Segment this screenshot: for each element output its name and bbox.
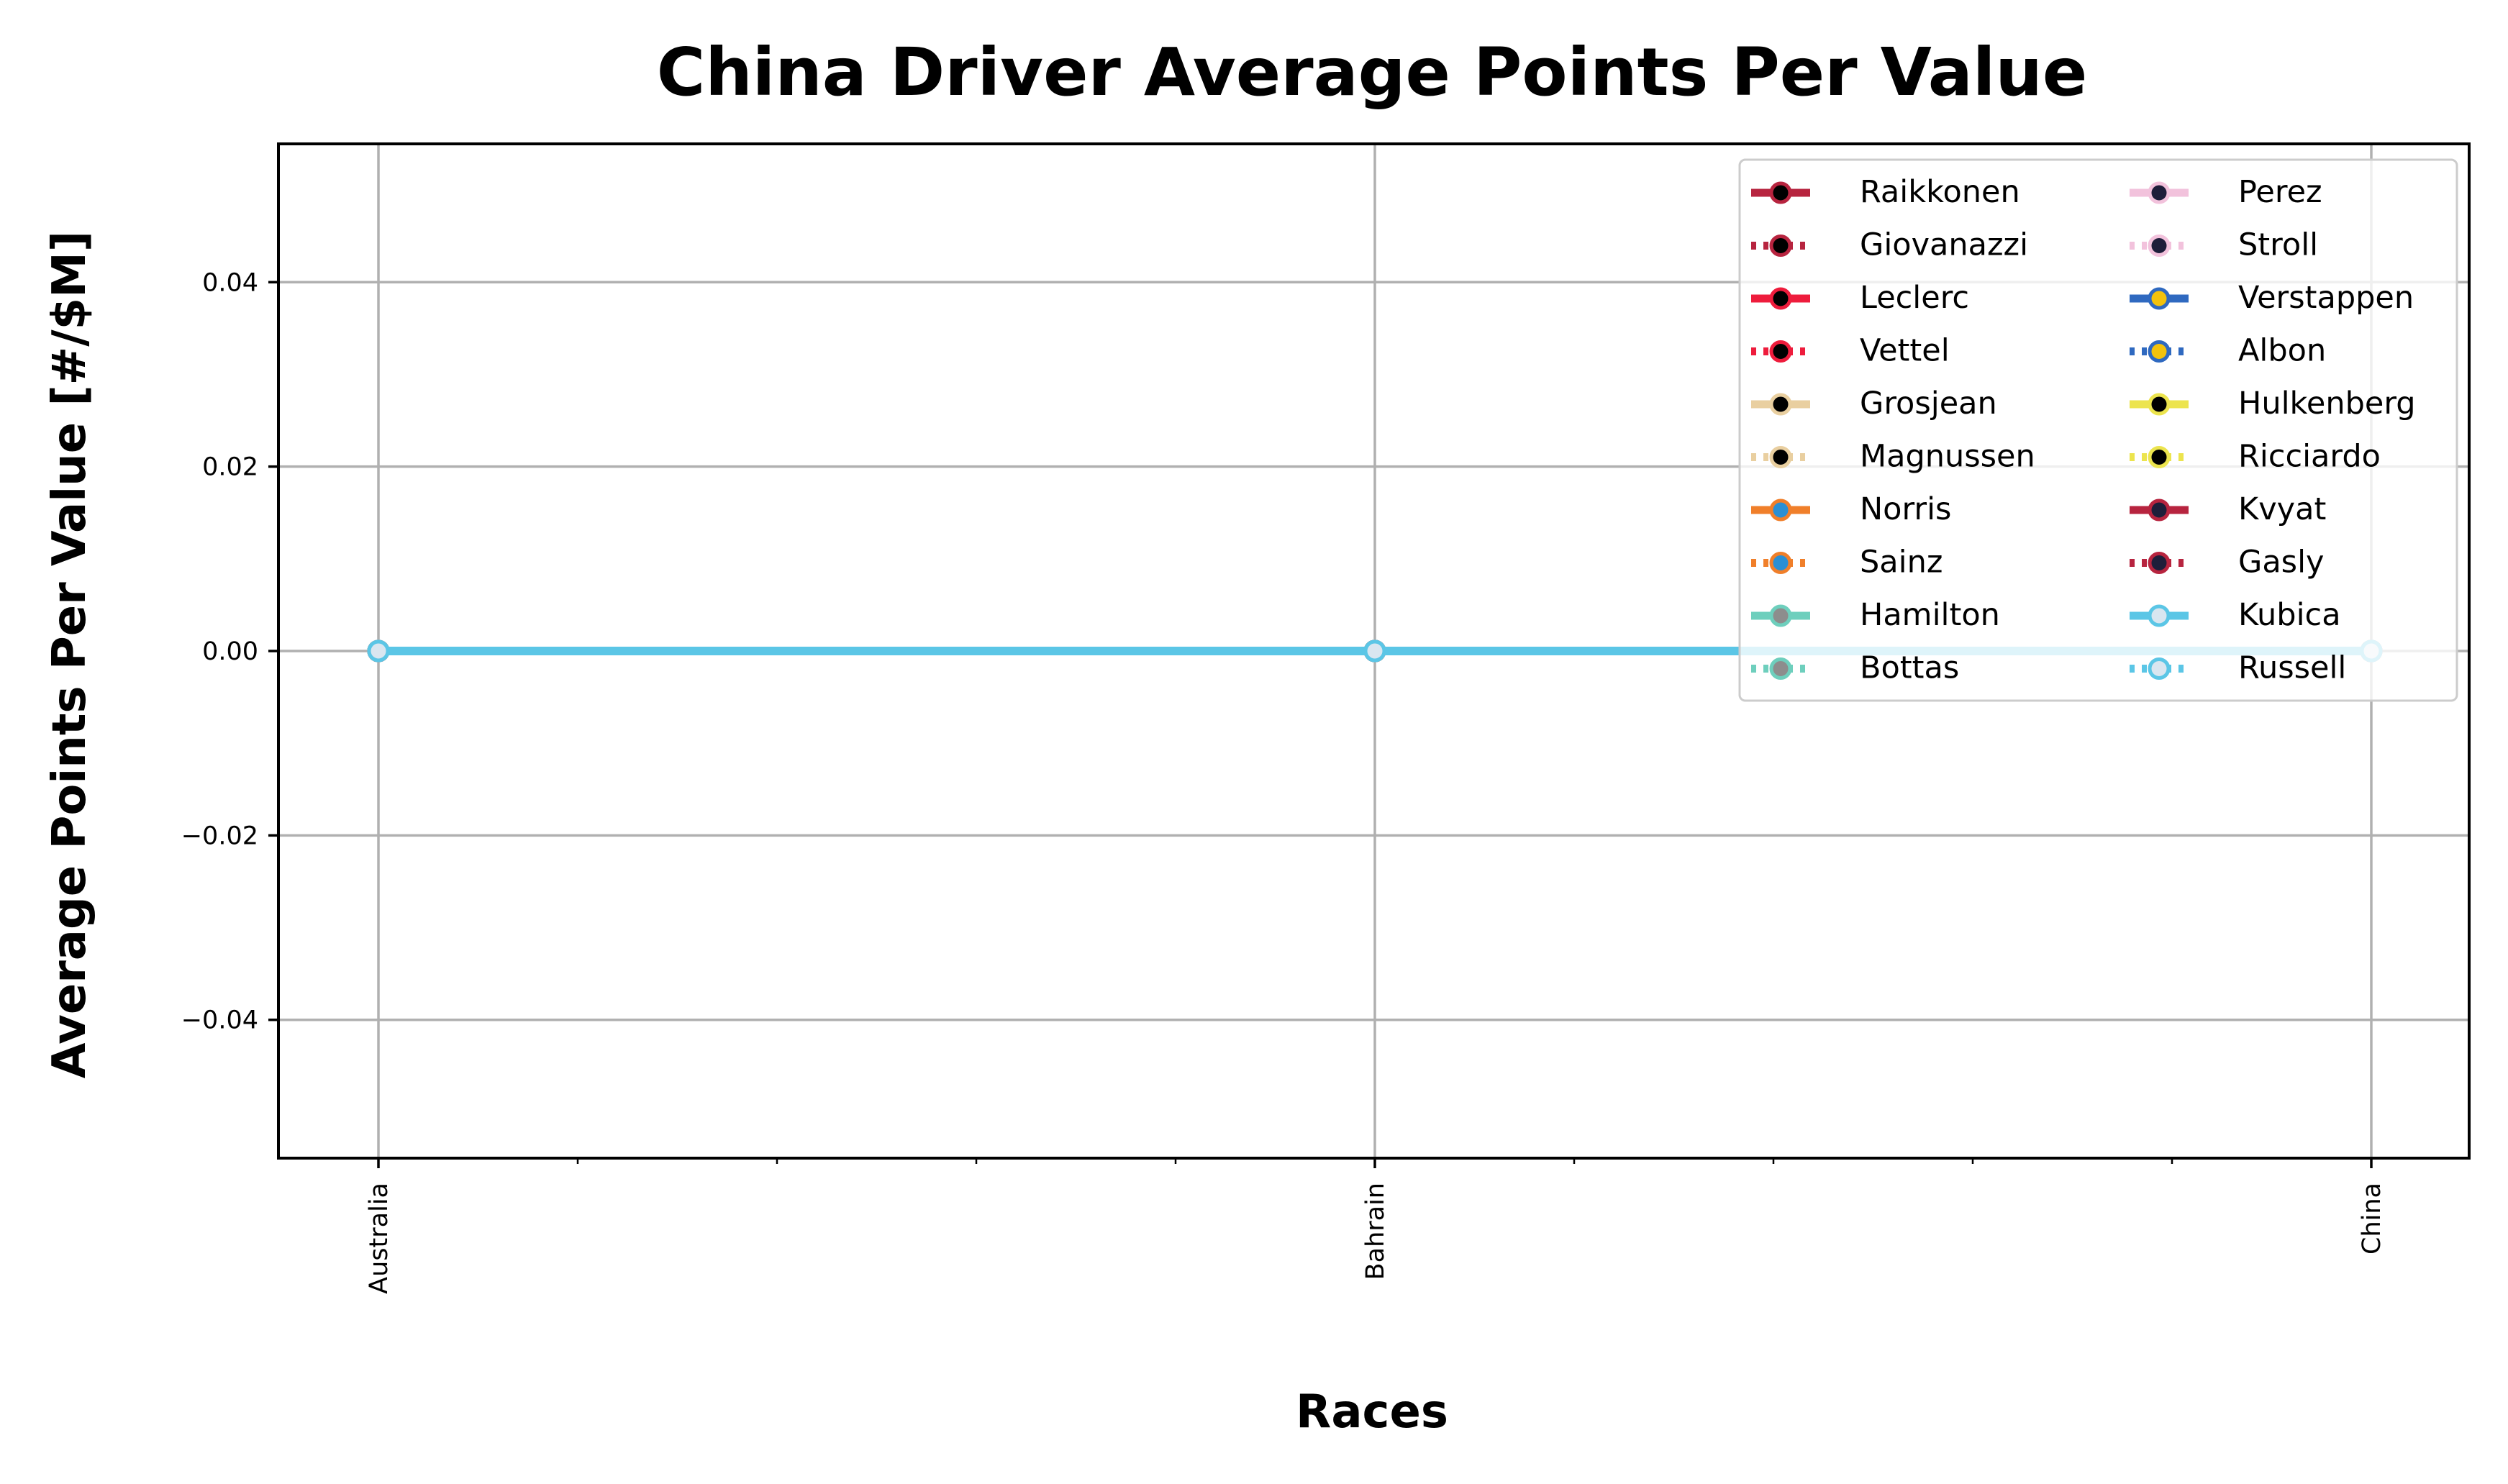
- legend-label: Bottas: [1860, 650, 1959, 686]
- legend-marker: [1769, 340, 1792, 363]
- legend-marker: [1769, 657, 1792, 680]
- legend-label: Perez: [2238, 174, 2322, 210]
- data-point: [367, 639, 390, 663]
- legend-marker: [1769, 287, 1792, 310]
- legend-label: Norris: [1860, 491, 1951, 527]
- legend-label: Hamilton: [1860, 597, 2000, 633]
- x-tick-label: Bahrain: [1361, 1183, 1390, 1280]
- legend-marker: [2148, 181, 2171, 204]
- y-tick-label: 0.00: [202, 637, 258, 666]
- legend: Raikkonen Giovanazzi Leclerc Vettel Grosjean…: [1738, 158, 2458, 702]
- chart-title: China Driver Average Points Per Value: [657, 34, 2088, 111]
- legend-label: Ricciardo: [2238, 439, 2381, 475]
- y-axis-label: Average Points Per Value [#/$M]: [43, 231, 96, 1078]
- data-point: [1363, 639, 1386, 663]
- legend-marker: [2148, 235, 2171, 257]
- legend-label: Gasly: [2238, 545, 2324, 581]
- legend-label: Albon: [2238, 333, 2326, 369]
- x-tick-label: Australia: [365, 1183, 394, 1294]
- legend-box: [1738, 158, 2458, 702]
- legend-marker: [2148, 604, 2171, 627]
- legend-marker: [1769, 393, 1792, 416]
- legend-label: Kubica: [2238, 597, 2341, 633]
- y-tick-label: 0.04: [202, 268, 258, 297]
- legend-marker: [2148, 287, 2171, 310]
- legend-label: Magnussen: [1860, 439, 2035, 475]
- legend-marker: [2148, 446, 2171, 468]
- legend-label: Vettel: [1860, 333, 1950, 369]
- legend-label: Sainz: [1860, 545, 1943, 581]
- legend-marker: [1769, 446, 1792, 468]
- legend-marker: [2148, 393, 2171, 416]
- x-axis-label: Races: [1296, 1385, 1448, 1439]
- y-tick-label: 0.02: [202, 453, 258, 482]
- legend-marker: [1769, 235, 1792, 257]
- legend-marker: [1769, 499, 1792, 522]
- legend-label: Kvyat: [2238, 491, 2326, 527]
- legend-marker: [1769, 604, 1792, 627]
- legend-marker: [2148, 340, 2171, 363]
- legend-marker: [2148, 657, 2171, 680]
- y-tick-label: −0.04: [181, 1006, 258, 1035]
- legend-label: Russell: [2238, 650, 2346, 686]
- legend-marker: [1769, 181, 1792, 204]
- legend-label: Grosjean: [1860, 386, 1997, 422]
- legend-label: Stroll: [2238, 227, 2318, 263]
- legend-label: Raikkonen: [1860, 174, 2020, 210]
- legend-marker: [2148, 499, 2171, 522]
- legend-marker: [2148, 552, 2171, 574]
- legend-label: Leclerc: [1860, 280, 1969, 316]
- legend-label: Verstappen: [2238, 280, 2414, 316]
- legend-label: Giovanazzi: [1860, 227, 2028, 263]
- legend-marker: [1769, 552, 1792, 574]
- x-tick-label: China: [2358, 1183, 2386, 1255]
- y-tick-label: −0.02: [181, 821, 258, 850]
- legend-label: Hulkenberg: [2238, 386, 2416, 422]
